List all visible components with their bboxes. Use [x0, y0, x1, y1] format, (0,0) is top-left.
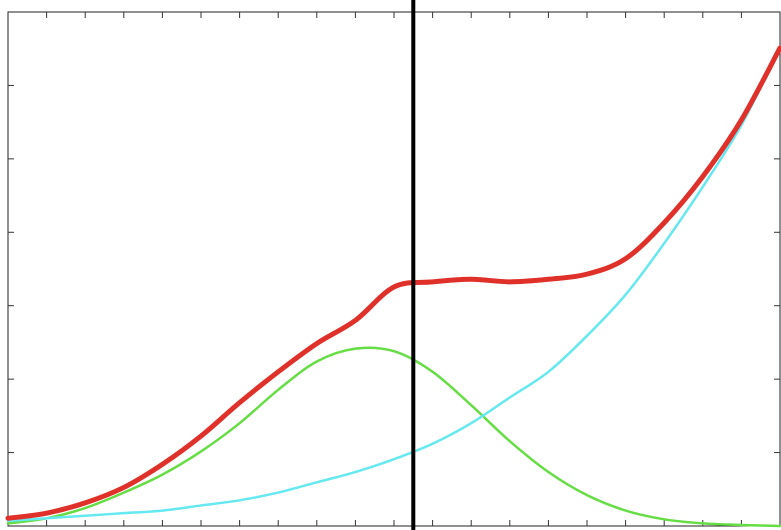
series-line-green: [6, 346, 781, 528]
plot-frame: [7, 11, 781, 527]
series-line-cyan: [6, 46, 781, 523]
series-line-red: [5, 45, 781, 521]
